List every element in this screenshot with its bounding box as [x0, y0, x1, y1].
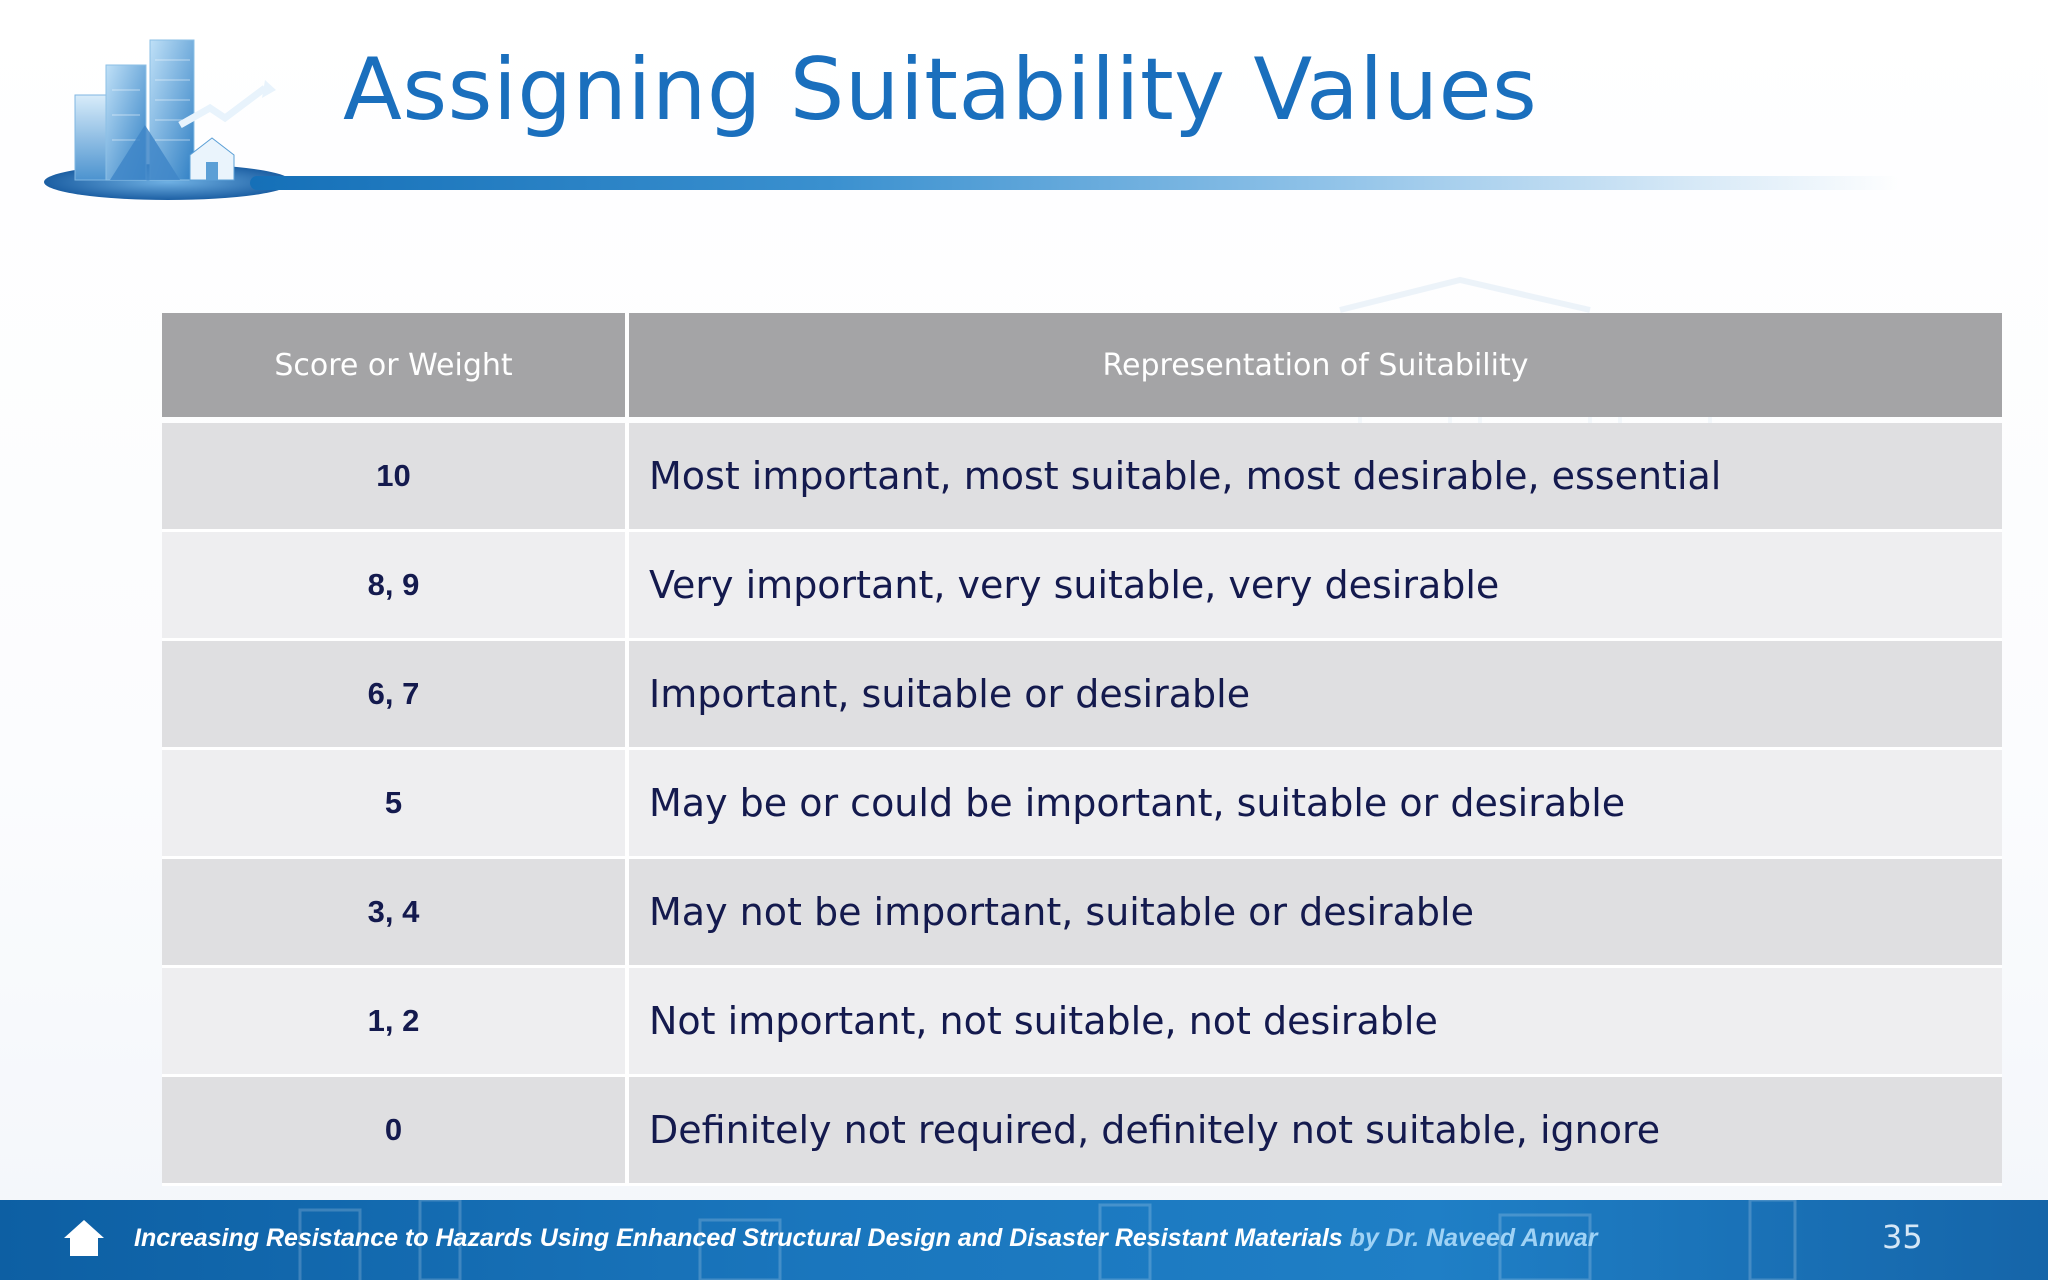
- description-cell: May not be important, suitable or desira…: [625, 859, 2002, 965]
- city-logo-icon: [44, 39, 292, 200]
- description-cell: Not important, not suitable, not desirab…: [625, 968, 2002, 1074]
- footer-caption: Increasing Resistance to Hazards Using E…: [134, 1224, 1597, 1253]
- home-icon[interactable]: [62, 1218, 106, 1258]
- header-representation: Representation of Suitability: [625, 313, 2002, 417]
- score-cell: 6, 7: [367, 676, 420, 711]
- score-cell: 8, 9: [367, 567, 420, 602]
- table-row: 3, 4 May not be important, suitable or d…: [162, 859, 2002, 968]
- score-cell: 10: [376, 458, 411, 493]
- table-row: 5 May be or could be important, suitable…: [162, 750, 2002, 859]
- description-cell: Important, suitable or desirable: [625, 641, 2002, 747]
- page-number: 35: [1882, 1218, 1923, 1256]
- description-cell: Very important, very suitable, very desi…: [625, 532, 2002, 638]
- footer-course-title: Increasing Resistance to Hazards Using E…: [134, 1224, 1343, 1252]
- description-cell: Most important, most suitable, most desi…: [625, 423, 2002, 529]
- table-row: 0 Definitely not required, definitely no…: [162, 1077, 2002, 1186]
- description-cell: Definitely not required, definitely not …: [625, 1077, 2002, 1183]
- score-cell: 3, 4: [367, 894, 420, 929]
- footer-author: by Dr. Naveed Anwar: [1349, 1224, 1598, 1252]
- table-row: 8, 9 Very important, very suitable, very…: [162, 532, 2002, 641]
- score-cell: 0: [384, 1112, 403, 1147]
- description-cell: May be or could be important, suitable o…: [625, 750, 2002, 856]
- header-score-or-weight: Score or Weight: [274, 347, 513, 383]
- footer-bar: Increasing Resistance to Hazards Using E…: [0, 1200, 2048, 1280]
- score-cell: 1, 2: [367, 1003, 420, 1038]
- slide-title: Assigning Suitability Values: [343, 40, 1538, 140]
- table-row: 10 Most important, most suitable, most d…: [162, 423, 2002, 532]
- table-header-row: Score or Weight Representation of Suitab…: [162, 313, 2002, 417]
- title-underline: [250, 176, 1900, 190]
- table-row: 6, 7 Important, suitable or desirable: [162, 641, 2002, 750]
- footer-background-pattern: [298, 1200, 1797, 1280]
- table-row: 1, 2 Not important, not suitable, not de…: [162, 968, 2002, 1077]
- suitability-table: Score or Weight Representation of Suitab…: [162, 313, 2002, 1186]
- score-cell: 5: [384, 785, 403, 820]
